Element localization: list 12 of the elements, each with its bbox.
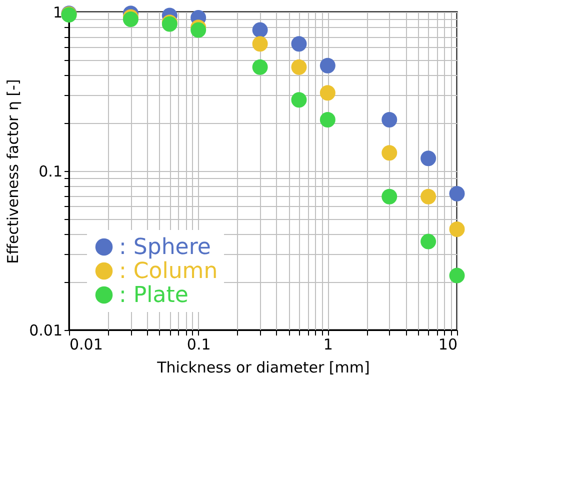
x-tick-label: 1 [323,336,333,354]
y-tick-label: 0.01 [29,322,62,340]
x-tick-label: 10 [438,336,458,354]
x-axis-title: Thickness or diameter [mm] [156,358,370,376]
y-axis-title: Effectiveness factor η [-] [4,79,22,264]
legend-label: : Sphere [119,235,211,260]
x-tick-label: 0.01 [70,336,103,354]
legend-label: : Column [119,259,218,284]
legend-label: : Plate [119,283,188,308]
y-tick-label: 0.1 [38,162,62,180]
x-tick-label: 0.1 [186,336,211,354]
y-tick-label: 1 [52,4,62,22]
